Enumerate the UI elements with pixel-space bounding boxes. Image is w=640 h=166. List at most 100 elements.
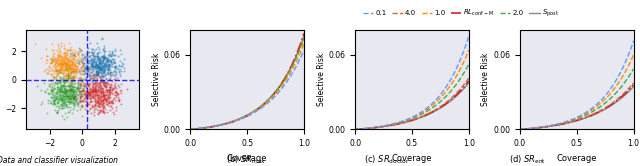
Point bbox=[98, 54, 108, 57]
Point bbox=[70, 91, 80, 94]
Point bbox=[62, 59, 72, 61]
Point bbox=[93, 96, 103, 98]
Point bbox=[70, 59, 81, 62]
Point bbox=[109, 61, 120, 64]
Point bbox=[82, 62, 92, 65]
Point bbox=[76, 60, 86, 63]
Point bbox=[68, 76, 78, 78]
Point bbox=[69, 106, 79, 109]
Point bbox=[87, 61, 97, 64]
Point bbox=[53, 86, 63, 89]
Point bbox=[63, 111, 74, 113]
Point bbox=[86, 86, 97, 88]
Point bbox=[88, 90, 99, 92]
Point bbox=[45, 96, 56, 98]
Point bbox=[52, 63, 63, 66]
Point bbox=[100, 93, 111, 96]
Point bbox=[93, 101, 103, 103]
Point bbox=[95, 94, 106, 96]
Point bbox=[54, 66, 65, 69]
Point bbox=[102, 57, 112, 59]
Point bbox=[53, 80, 63, 83]
Point bbox=[67, 80, 77, 83]
Point bbox=[66, 60, 76, 62]
Point bbox=[63, 72, 74, 74]
Point bbox=[63, 48, 73, 51]
Point bbox=[101, 82, 111, 85]
Point bbox=[54, 107, 65, 109]
Point bbox=[58, 76, 68, 79]
Point bbox=[70, 82, 80, 85]
Point bbox=[61, 97, 71, 100]
Point bbox=[100, 94, 110, 96]
Point bbox=[98, 103, 108, 105]
Point bbox=[82, 60, 92, 62]
Point bbox=[91, 92, 101, 94]
Point bbox=[74, 60, 84, 63]
Point bbox=[71, 61, 81, 64]
Point bbox=[90, 88, 100, 91]
Point bbox=[111, 72, 121, 75]
Point bbox=[107, 102, 117, 104]
Point bbox=[61, 56, 72, 59]
Point bbox=[61, 63, 71, 66]
Point bbox=[87, 62, 97, 65]
Point bbox=[63, 75, 73, 77]
Point bbox=[76, 78, 86, 81]
Point bbox=[46, 72, 56, 75]
Point bbox=[56, 76, 66, 79]
Point bbox=[51, 73, 61, 75]
Point bbox=[56, 65, 67, 67]
Point bbox=[98, 96, 108, 98]
Point bbox=[99, 70, 109, 73]
Point bbox=[99, 93, 109, 96]
Point bbox=[109, 60, 120, 63]
Point bbox=[83, 64, 93, 67]
Point bbox=[72, 66, 82, 68]
Point bbox=[104, 101, 114, 104]
Point bbox=[43, 102, 53, 105]
Point bbox=[82, 71, 92, 74]
Text: (c) $SR_{\mathrm{doctor}}$: (c) $SR_{\mathrm{doctor}}$ bbox=[364, 154, 410, 166]
Point bbox=[77, 65, 88, 68]
Point bbox=[72, 86, 83, 89]
Point bbox=[60, 82, 70, 84]
Point bbox=[76, 59, 86, 62]
Point bbox=[59, 99, 69, 101]
Point bbox=[103, 95, 113, 98]
Point bbox=[86, 88, 96, 90]
Point bbox=[63, 75, 73, 77]
Point bbox=[76, 73, 86, 75]
Point bbox=[51, 103, 61, 105]
Point bbox=[51, 96, 61, 99]
Point bbox=[82, 91, 92, 94]
Point bbox=[74, 55, 84, 58]
Point bbox=[63, 97, 74, 100]
Point bbox=[67, 64, 77, 66]
Point bbox=[108, 88, 118, 90]
Point bbox=[90, 89, 100, 92]
Point bbox=[85, 82, 95, 84]
Point bbox=[49, 84, 59, 86]
Point bbox=[106, 60, 116, 62]
Point bbox=[88, 105, 99, 108]
Point bbox=[45, 66, 56, 69]
Point bbox=[122, 88, 132, 91]
Point bbox=[48, 88, 58, 91]
Point bbox=[46, 92, 56, 94]
Point bbox=[86, 91, 97, 93]
Point bbox=[52, 109, 63, 111]
Point bbox=[106, 62, 116, 65]
Point bbox=[56, 97, 67, 99]
Point bbox=[81, 55, 92, 57]
Point bbox=[76, 50, 86, 52]
Point bbox=[87, 48, 97, 51]
Point bbox=[92, 74, 102, 76]
Point bbox=[93, 68, 104, 71]
Point bbox=[88, 88, 99, 91]
Point bbox=[67, 64, 77, 67]
Point bbox=[93, 72, 103, 75]
Point bbox=[105, 71, 115, 74]
Point bbox=[63, 66, 74, 69]
Point bbox=[99, 64, 109, 67]
